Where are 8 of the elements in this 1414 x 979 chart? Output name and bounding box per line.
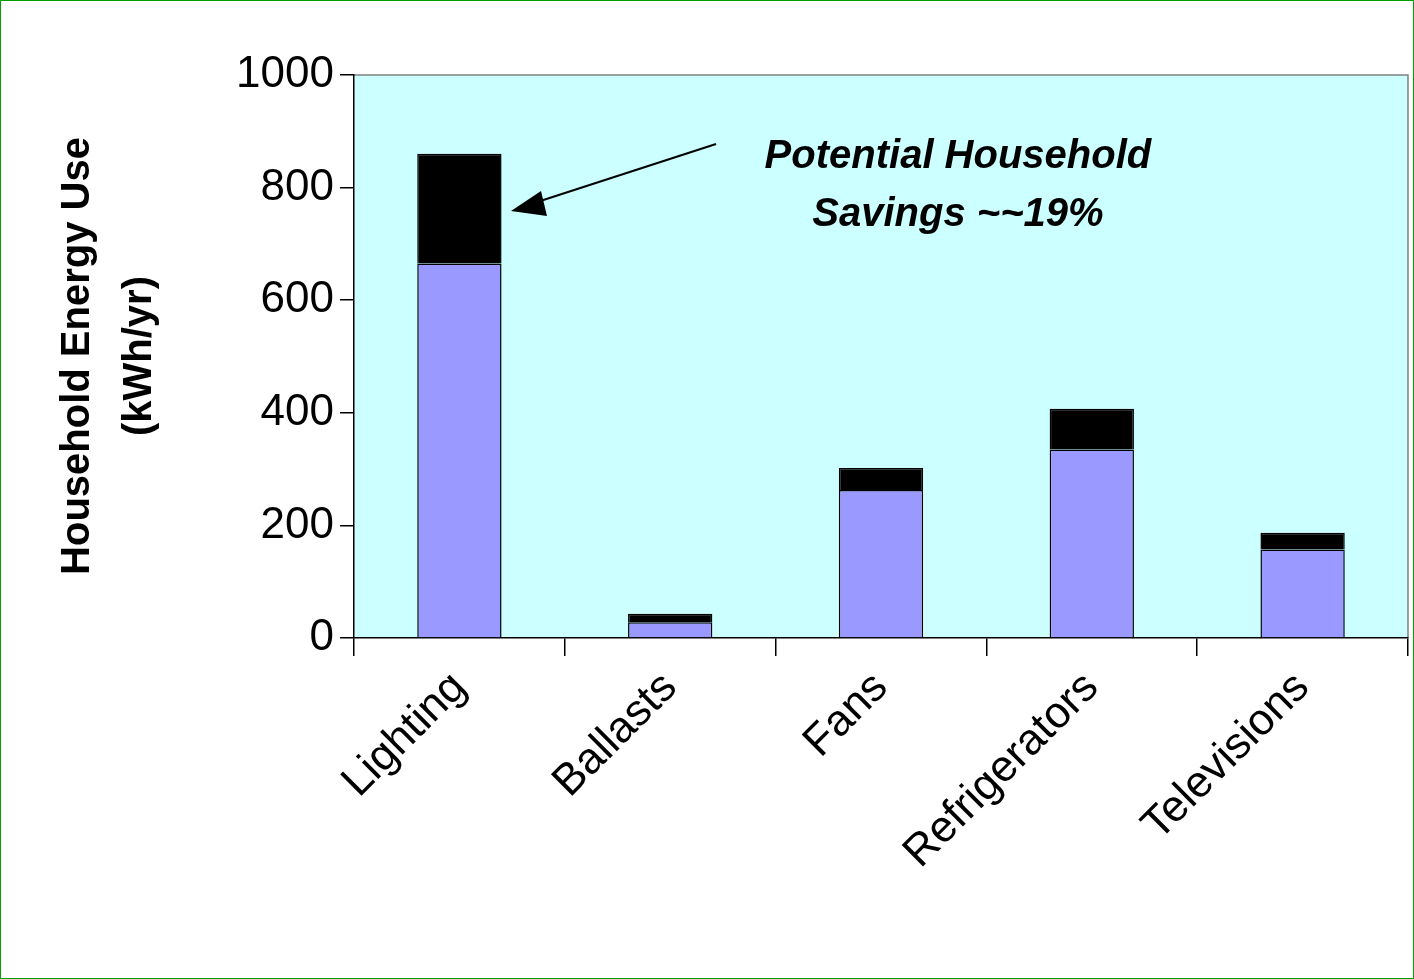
y-tick-label: 600 [260, 272, 334, 322]
y-tick-label: 400 [260, 384, 334, 434]
y-tick-label: 800 [260, 159, 334, 209]
annotation: Potential Household Savings ~~19% [764, 132, 1153, 235]
y-tick-label: 0 [309, 610, 334, 660]
y-axis-title: Household Energy Use (kWh/yr) [52, 136, 160, 577]
y-tick-label: 1000 [236, 47, 334, 97]
y-tick-label: 200 [260, 497, 334, 547]
